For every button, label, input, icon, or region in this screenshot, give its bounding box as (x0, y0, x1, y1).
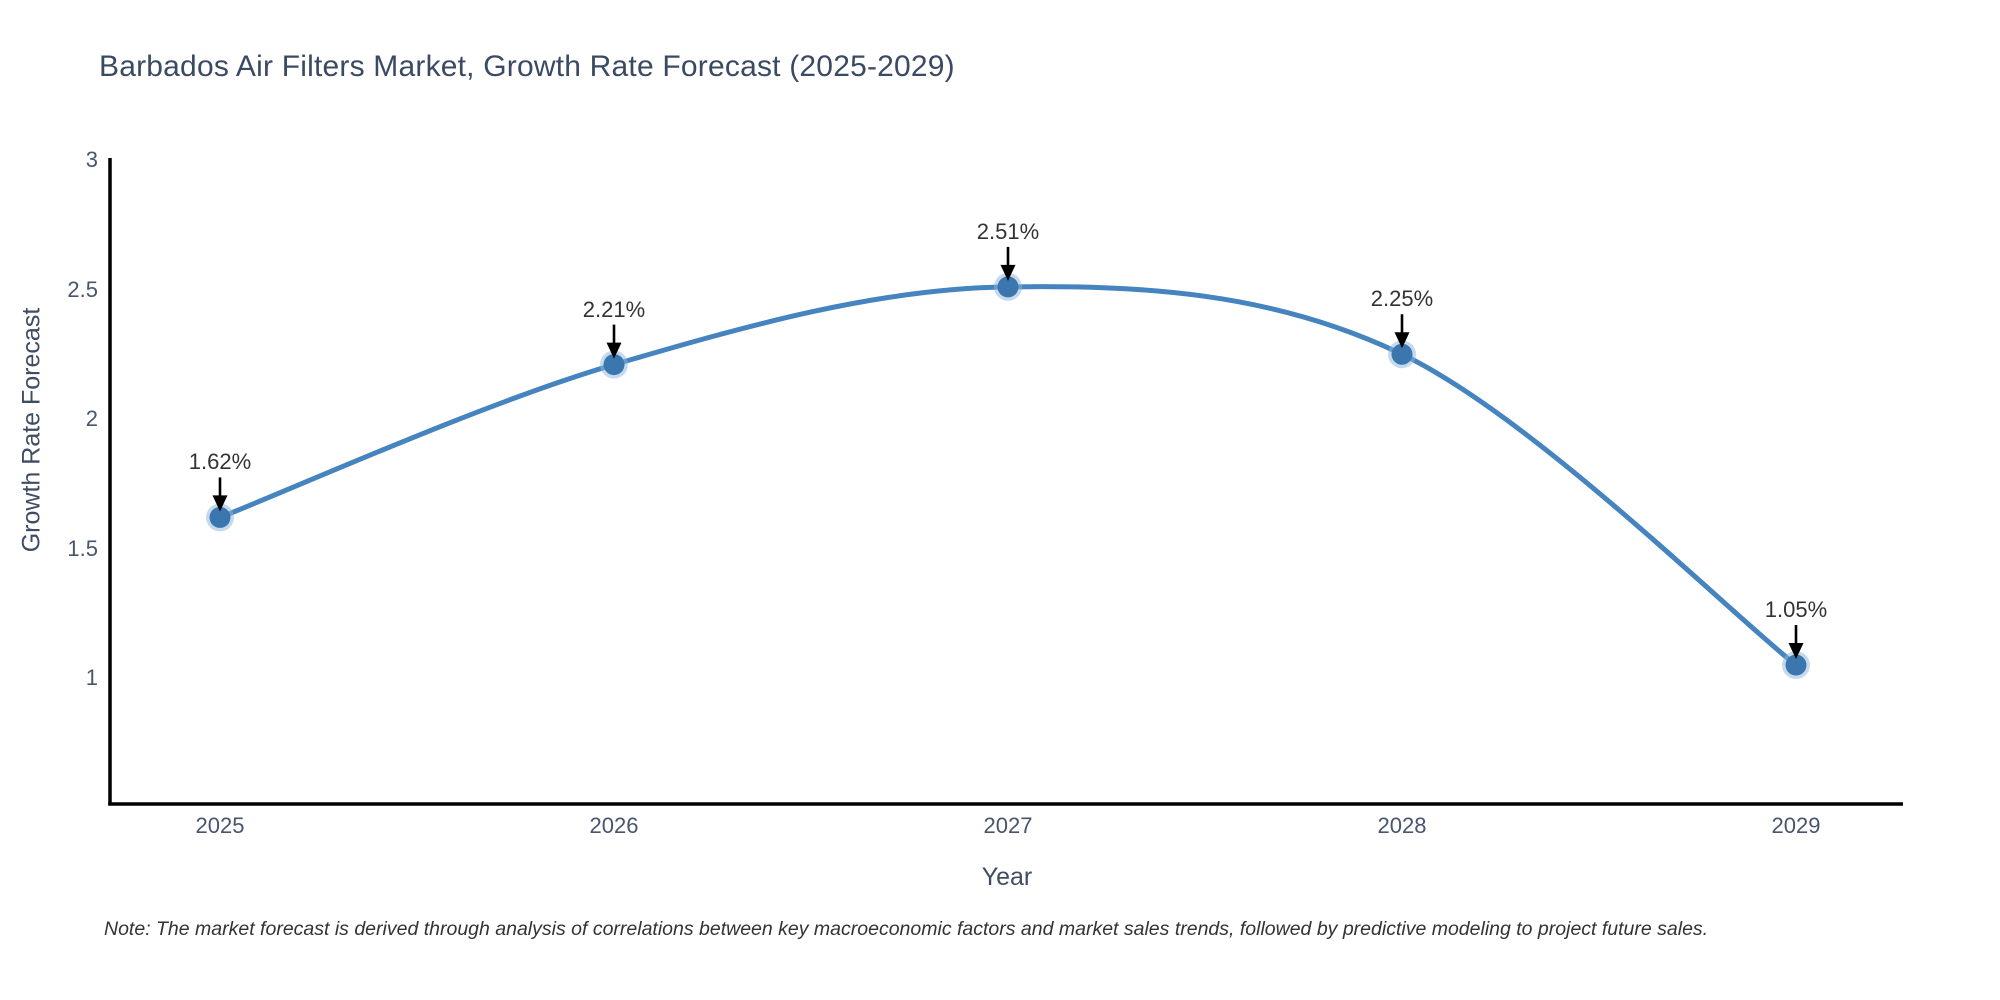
y-tick-label: 2.5 (67, 276, 98, 302)
x-tick-label: 2028 (1377, 813, 1427, 838)
x-tick-label: 2029 (1771, 813, 1821, 838)
y-tick-label: 1 (85, 665, 98, 690)
data-point-marker (1785, 654, 1807, 676)
y-tick-label: 2 (85, 406, 98, 431)
annotation-label: 2.25% (1370, 286, 1434, 312)
y-tick-label: 3 (85, 147, 98, 172)
x-tick-label: 2027 (983, 813, 1033, 838)
data-point-marker (1391, 343, 1413, 365)
annotation-label: 1.62% (188, 449, 252, 475)
x-axis-title: Year (981, 863, 1033, 891)
annotation-label: 2.21% (582, 296, 646, 322)
data-point-marker (209, 506, 231, 528)
x-tick-label: 2026 (589, 813, 639, 838)
data-point-marker (603, 354, 625, 376)
annotation-arrowhead (212, 495, 228, 512)
x-tick-label: 2025 (195, 813, 245, 838)
trace-line (217, 284, 1799, 668)
footnote: Note: The market forecast is derived thr… (104, 918, 1709, 940)
annotation-label: 2.51% (976, 218, 1040, 244)
data-point-marker (997, 276, 1019, 298)
annotation-arrowhead (606, 342, 622, 359)
annotation-label: 1.05% (1764, 597, 1828, 623)
annotation-arrowhead (1000, 264, 1016, 281)
annotation-arrowhead (1788, 643, 1804, 660)
y-tick-label: 1.5 (67, 535, 98, 561)
annotation-arrowhead (1394, 332, 1410, 349)
chart-title: Barbados Air Filters Market, Growth Rate… (99, 50, 955, 83)
